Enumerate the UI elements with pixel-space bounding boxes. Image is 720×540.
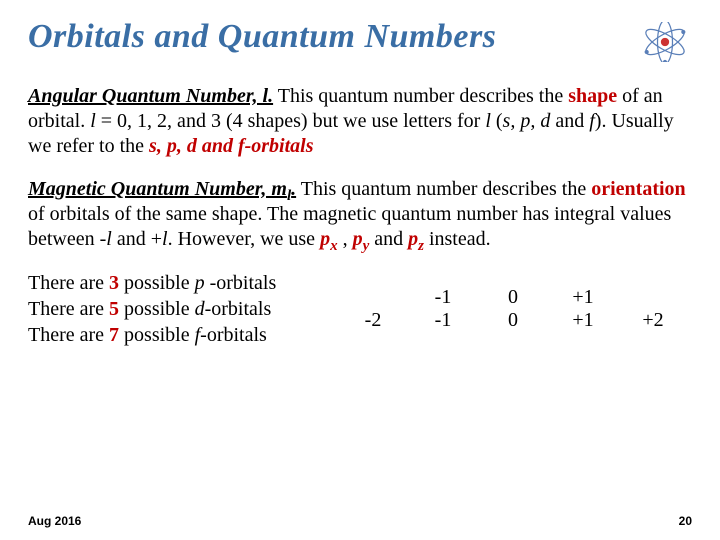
ml-value-grid: -1 0 +1 -2 -1 0 +1 +2 [328, 286, 692, 332]
paragraph-magnetic: Magnetic Quantum Number, ml. This quantu… [28, 177, 692, 252]
grid-cell: -2 [338, 309, 408, 332]
grid-cell: +1 [548, 309, 618, 332]
text: instead. [424, 228, 491, 250]
orbital-counts: There are 3 possible p -orbitals There a… [28, 270, 328, 348]
grid-cell [338, 286, 408, 309]
footer-date: Aug 2016 [28, 514, 81, 528]
text: , [338, 228, 353, 250]
slide-title: Orbitals and Quantum Numbers [28, 18, 692, 56]
slide-footer: Aug 2016 20 [28, 514, 692, 528]
text: This quantum number describes the [273, 85, 568, 107]
count-f: There are 7 possible f-orbitals [28, 322, 328, 348]
grid-row-d: -2 -1 0 +1 +2 [338, 309, 692, 332]
count-d: There are 5 possible d-orbitals [28, 296, 328, 322]
grid-row-p: -1 0 +1 [338, 286, 692, 309]
grid-cell: +2 [618, 309, 688, 332]
grid-cell [618, 286, 688, 309]
keyword-pz: pz [408, 228, 424, 250]
text: and [550, 110, 589, 132]
angular-heading: Angular Quantum Number, l. [28, 85, 273, 107]
keyword-px: px [320, 228, 338, 250]
text: . However, we use [168, 228, 320, 250]
text: This quantum number describes the [296, 178, 591, 200]
text: s, p, d [503, 110, 551, 132]
keyword-spdf-orbitals: s, p, d and f-orbitals [149, 135, 313, 157]
grid-cell: -1 [408, 309, 478, 332]
text: and + [112, 228, 162, 250]
text: = 0, 1, 2, and 3 (4 shapes) but we use l… [96, 110, 486, 132]
keyword-orientation: orientation [591, 178, 685, 200]
text: and [369, 228, 408, 250]
footer-page-number: 20 [679, 514, 692, 528]
text: ( [491, 110, 503, 132]
magnetic-heading: Magnetic Quantum Number, ml. [28, 178, 296, 200]
grid-cell: -1 [408, 286, 478, 309]
grid-cell: 0 [478, 309, 548, 332]
keyword-py: py [353, 228, 370, 250]
paragraph-angular: Angular Quantum Number, l. This quantum … [28, 84, 692, 159]
atom-icon [640, 22, 690, 62]
grid-cell: +1 [548, 286, 618, 309]
grid-cell: 0 [478, 286, 548, 309]
bottom-content: There are 3 possible p -orbitals There a… [28, 270, 692, 348]
keyword-shape: shape [568, 85, 617, 107]
count-p: There are 3 possible p -orbitals [28, 270, 328, 296]
